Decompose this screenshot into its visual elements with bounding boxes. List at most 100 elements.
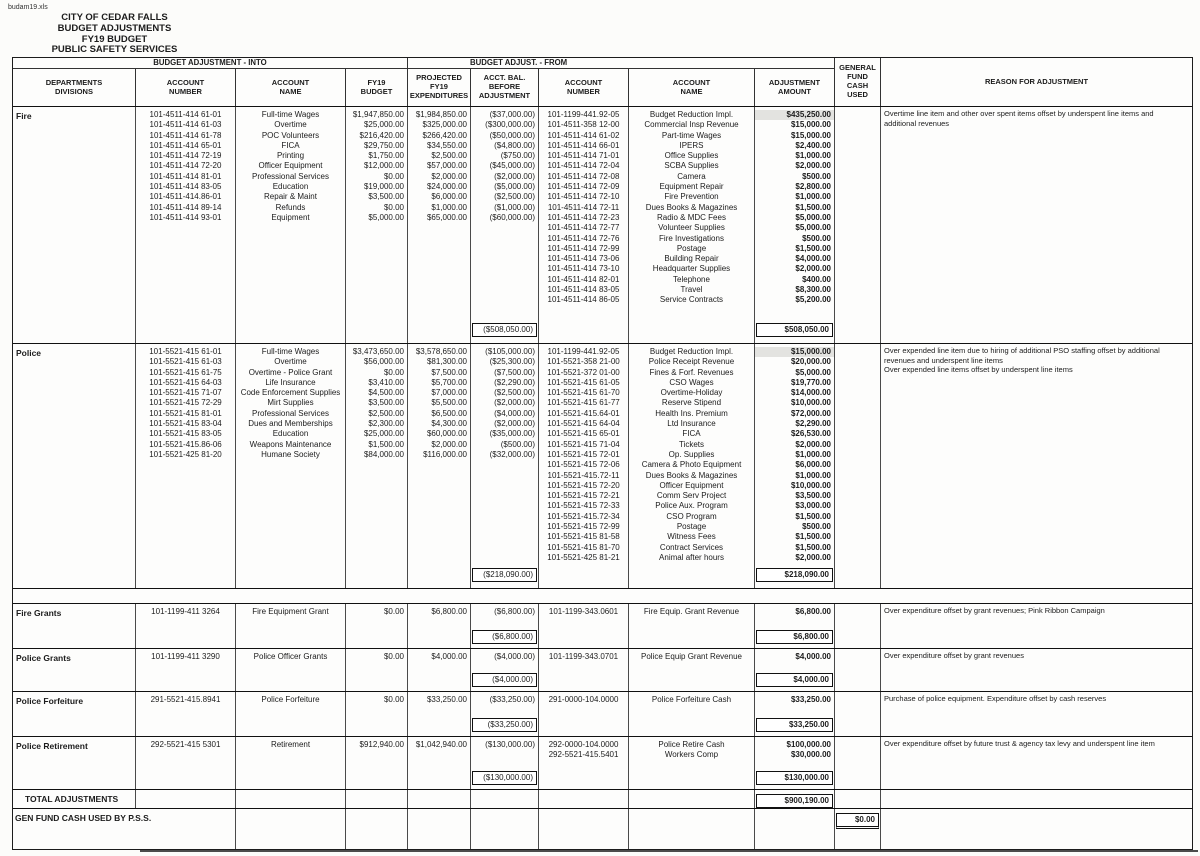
- table-cell-value: Budget Reduction Impl.: [649, 110, 734, 119]
- title-dept: PUBLIC SAFETY SERVICES: [51, 44, 178, 56]
- reason-cell: Purchase of police equipment. Expenditur…: [881, 692, 1192, 736]
- table-cell-value: $1,500.00: [368, 439, 404, 449]
- table-cell-value: $0.00: [383, 367, 404, 377]
- table-body: Fire 101-4511-414 61-01 101-4511-414 61-03…: [13, 107, 1192, 789]
- table-cell-value: Overtime: [274, 120, 307, 130]
- section-police: Police 101-5521-415 61-01 101-5521-415 61-…: [13, 343, 1192, 588]
- table-cell-value: $100,000.00: [786, 740, 832, 749]
- table-cell-value: $3,500.00: [795, 491, 831, 501]
- column-header-account-number-into: ACCOUNT NUMBER: [136, 69, 236, 106]
- table-cell-value: Dues and Memberships: [248, 419, 333, 429]
- table-cell-value: Equipment Repair: [659, 182, 724, 192]
- table-cell-value: 101-5521-415 72-01: [547, 449, 620, 459]
- table-cell-value: Fire Investigations: [659, 233, 724, 243]
- table-cell-value: Education: [272, 429, 309, 439]
- table-cell-value: IPERS: [679, 140, 704, 150]
- reason-text: Over expended line item due to hiring of…: [884, 346, 1160, 365]
- table-cell-value: ($300,000.00): [485, 120, 535, 130]
- table-cell-value: $25,000.00: [363, 429, 404, 439]
- table-cell-value: Education: [272, 182, 309, 192]
- into-account-name-cell: Full-time Wages Overtime POC Volunteers FIC…: [236, 107, 346, 343]
- table-cell-value: $84,000.00: [363, 449, 404, 459]
- table-cell-value: ($60,000.00): [489, 212, 535, 222]
- band-budget-adjust-from: BUDGET ADJUST. - FROM: [408, 58, 835, 69]
- table-cell-value: $1,947,850.00: [352, 110, 404, 119]
- table-cell-value: $1,000.00: [795, 470, 831, 480]
- from-account-number-cell: 292-0000-104.0000 292-5521-415.5401: [539, 737, 629, 789]
- table-cell-value: ($4,000.00): [494, 652, 535, 661]
- table-cell-value: 101-5521-425 81-20: [149, 449, 222, 459]
- table-cell-value: Retirement: [270, 740, 311, 749]
- fy19-budget-cell: $0.00: [346, 649, 408, 691]
- table-cell-value: 101-1199-411 3290: [151, 652, 220, 661]
- title-year: FY19 BUDGET: [81, 33, 148, 45]
- table-cell-value: Ltd Insurance: [667, 419, 716, 429]
- title-doc: BUDGET ADJUSTMENTS: [57, 22, 172, 34]
- fy19-budget-cell: $3,473,650.00 $56,000.00 $0.00 $3,410.00 $4,…: [346, 344, 408, 588]
- table-cell-value: Weapons Maintenance: [249, 439, 332, 449]
- table-cell-value: ($130,000.00): [485, 740, 535, 749]
- table-cell-value: Headquarter Supplies: [652, 264, 731, 274]
- column-header-general-fund-cash-used: GENERAL FUND CASH USED: [835, 58, 881, 106]
- acct-bal-cell: ($37,000.00) ($300,000.00) ($50,000.00) ($4…: [471, 107, 539, 343]
- table-cell-value: Professional Services: [252, 408, 329, 418]
- table-cell-value: 101-4511-414 72-23: [547, 212, 620, 222]
- department-cell: Police Grants: [13, 649, 136, 691]
- table-cell-value: ($750.00): [500, 151, 535, 161]
- table-cell-value: $5,000.00: [795, 223, 831, 233]
- table-cell-value: $12,000.00: [363, 161, 404, 171]
- reason-cell: Over expenditure offset by future trust …: [881, 737, 1192, 789]
- table-cell-value: 101-4511-414 83-05: [547, 285, 620, 295]
- table-cell-value: 291-5521-415.8941: [150, 695, 221, 704]
- table-cell-value: Equipment: [271, 212, 310, 222]
- column-header-account-name-from: ACCOUNT NAME: [629, 69, 755, 106]
- table-cell-value: Printing: [276, 151, 305, 161]
- table-cell-value: 101-5521-415 72-99: [547, 522, 620, 532]
- projected-expenditures-cell: $1,042,940.00: [408, 737, 471, 789]
- section-name-label: Police Retirement: [16, 741, 88, 751]
- table-cell-value: $5,700.00: [431, 377, 467, 387]
- table-cell-value: $325,000.00: [422, 120, 468, 130]
- table-cell-value: $1,500.00: [795, 202, 831, 212]
- into-account-name-cell: Fire Equipment Grant: [236, 604, 346, 648]
- table-cell-value: 101-4511-414 71-01: [547, 151, 620, 161]
- table-cell-value: $912,940.00: [359, 740, 405, 749]
- table-cell-value: 101-4511-414 61-03: [149, 120, 222, 130]
- general-fund-cash-cell: [835, 692, 881, 736]
- table-cell-value: ($2,000.00): [494, 171, 535, 181]
- table-cell-value: Officer Equipment: [659, 480, 724, 490]
- table-cell-value: 101-1199-441.92-05: [547, 110, 620, 119]
- table-cell-value: $4,000.00: [431, 652, 467, 661]
- table-cell-value: 101-5521-415 72-20: [547, 480, 620, 490]
- table-cell-value: 101-5521-415.72-34: [547, 511, 620, 521]
- table-cell-value: ($6,800.00): [494, 607, 535, 616]
- table-cell-value: 101-4511-414 65-01: [149, 140, 222, 150]
- table-cell-value: Overtime: [274, 357, 307, 367]
- table-cell-value: $1,000.00: [795, 192, 831, 202]
- table-cell-value: CSO Wages: [669, 377, 714, 387]
- table-cell-value: 101-5521-415 71-04: [547, 439, 620, 449]
- table-cell-value: 101-5521-415 72-21: [547, 491, 620, 501]
- reason-text: Purchase of police equipment. Expenditur…: [884, 694, 1107, 703]
- table-cell-value: 101-5521-415 61-05: [547, 377, 620, 387]
- table-cell-value: ($33,250.00): [489, 695, 535, 704]
- acct-bal-cell: ($4,000.00) ($4,000.00): [471, 649, 539, 691]
- table-cell-value: $6,800.00: [431, 607, 467, 616]
- into-subtotal-box: ($33,250.00): [472, 718, 537, 732]
- table-cell-value: $57,000.00: [426, 161, 467, 171]
- from-account-name-cell: Budget Reduction Impl. Commercial Insp Re…: [629, 107, 755, 343]
- table-cell-value: ($7,500.00): [494, 367, 535, 377]
- table-cell-value: ($2,290.00): [494, 377, 535, 387]
- table-cell-value: $15,000.00: [790, 120, 831, 130]
- table-cell-value: $0.00: [383, 695, 404, 704]
- table-cell-value: Service Contracts: [659, 295, 724, 305]
- table-cell-value: $2,000.00: [795, 161, 831, 171]
- reason-text: Over expended line items offset by under…: [884, 365, 1073, 375]
- table-cell-value: 101-5521-415 72-29: [149, 398, 222, 408]
- projected-expenditures-cell: $33,250.00: [408, 692, 471, 736]
- table-cell-value: 101-5521-415 61-70: [547, 388, 620, 398]
- table-cell-value: $10,000.00: [790, 480, 831, 490]
- table-cell-value: 101-5521-415.64-01: [547, 408, 620, 418]
- from-subtotal-box: $6,800.00: [756, 630, 833, 644]
- table-cell-value: 101-5521-415 72-06: [547, 460, 620, 470]
